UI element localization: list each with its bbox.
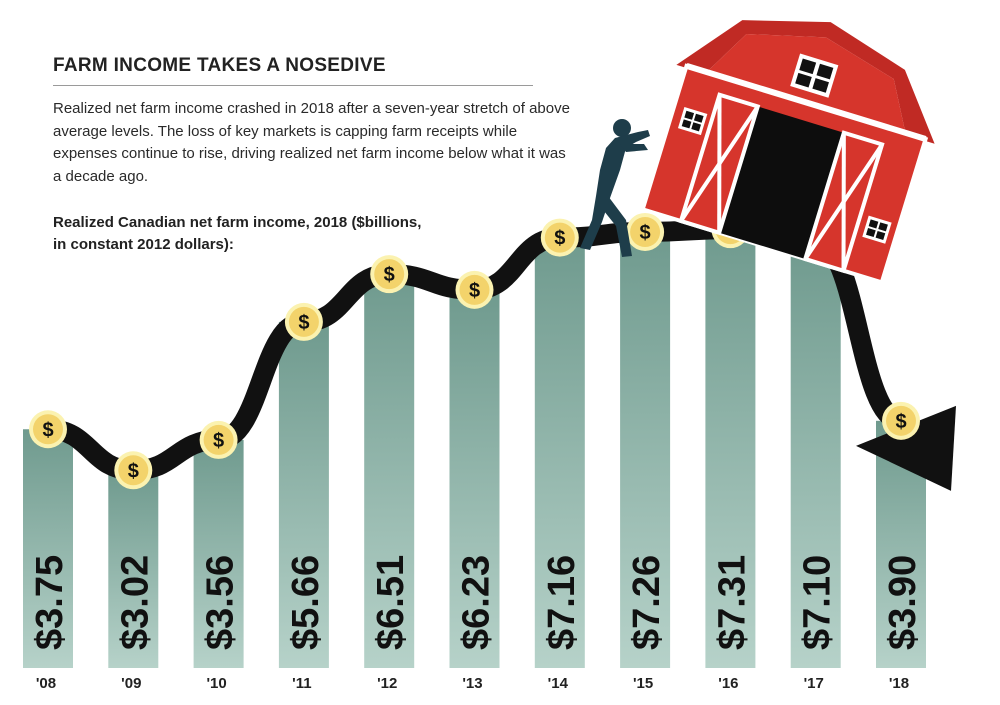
value-label: $7.31 [711, 555, 753, 650]
bar-10 [193, 439, 244, 668]
dollar-coin-icon: $ [114, 451, 153, 490]
arrowhead-icon [856, 405, 956, 491]
coin-symbol: $ [895, 411, 906, 433]
bar-13 [449, 289, 500, 668]
x-tick-label: '18 [889, 675, 909, 692]
chart-description: Realized net farm income crashed in 2018… [53, 100, 570, 185]
bar-11 [278, 321, 329, 668]
dollar-coin-icon: $ [199, 420, 238, 459]
coin-face [630, 216, 661, 247]
bar-08 [23, 429, 73, 668]
x-tick-label: '08 [36, 675, 56, 692]
bar-12 [364, 274, 415, 668]
value-label: $5.66 [285, 555, 327, 650]
value-label: $3.75 [29, 555, 71, 650]
barn-icon [640, 9, 945, 285]
x-tick-label: '12 [377, 675, 397, 692]
dollar-coin-icon: $ [540, 218, 579, 257]
coin-face [33, 414, 63, 445]
dollar-coin-icon: $ [626, 212, 665, 251]
chart-title: FARM INCOME TAKES A NOSEDIVE [53, 55, 533, 86]
x-tick-label: '14 [548, 675, 569, 692]
bar-09 [108, 470, 159, 668]
coin-symbol: $ [384, 264, 395, 286]
x-tick-label: '09 [121, 675, 141, 692]
x-tick-label: '16 [718, 675, 738, 692]
coin-face [118, 455, 149, 486]
coin-face [886, 405, 916, 436]
dollar-coin-icon: $ [29, 410, 67, 449]
coin-face [203, 424, 234, 455]
value-label: $6.23 [456, 555, 498, 650]
x-tick-label: '10 [206, 675, 226, 692]
x-tick-labels-layer: '08 '09 '10 '11 '12 '13 '14 '15 '16 '17 '18 [36, 675, 909, 692]
value-label: $3.56 [200, 555, 242, 650]
value-label: $6.51 [370, 555, 412, 650]
coin-symbol: $ [42, 419, 53, 441]
value-label: $3.90 [882, 555, 924, 650]
coin-symbol: $ [640, 222, 651, 244]
chart-subtitle: Realized Canadian net farm income, 2018 … [53, 214, 422, 253]
coin-symbol: $ [298, 312, 309, 334]
coin-face [459, 274, 490, 305]
dollar-coin-icon: $ [284, 302, 323, 341]
coin-symbol: $ [469, 280, 480, 302]
bar-15 [620, 231, 671, 668]
coin-symbol: $ [554, 228, 565, 250]
coin-symbol: $ [128, 460, 139, 482]
bar-14 [534, 237, 585, 668]
coin-face [374, 259, 405, 290]
farmer-icon [580, 119, 650, 257]
x-tick-label: '11 [292, 675, 311, 692]
value-labels-layer: $3.75 $3.02 $3.56 $5.66 $6.51 $6.23 $7.16 $7.26… [29, 555, 924, 650]
x-tick-label: '13 [462, 675, 482, 692]
value-label: $3.02 [114, 555, 156, 650]
value-label: $7.16 [541, 555, 583, 650]
coin-symbol: $ [213, 430, 224, 452]
bar-17 [790, 240, 841, 669]
value-label: $7.10 [797, 555, 839, 650]
x-tick-label: '17 [804, 675, 824, 692]
dollar-coin-icon: $ [455, 270, 494, 309]
x-tick-label: '15 [633, 675, 653, 692]
dollar-coin-icon: $ [882, 401, 920, 440]
bar-16 [705, 229, 756, 669]
coin-face [544, 222, 575, 253]
value-label: $7.26 [626, 555, 668, 650]
bars-layer [23, 229, 926, 669]
coin-face [288, 306, 319, 337]
dollar-coin-icon: $ [370, 255, 409, 294]
